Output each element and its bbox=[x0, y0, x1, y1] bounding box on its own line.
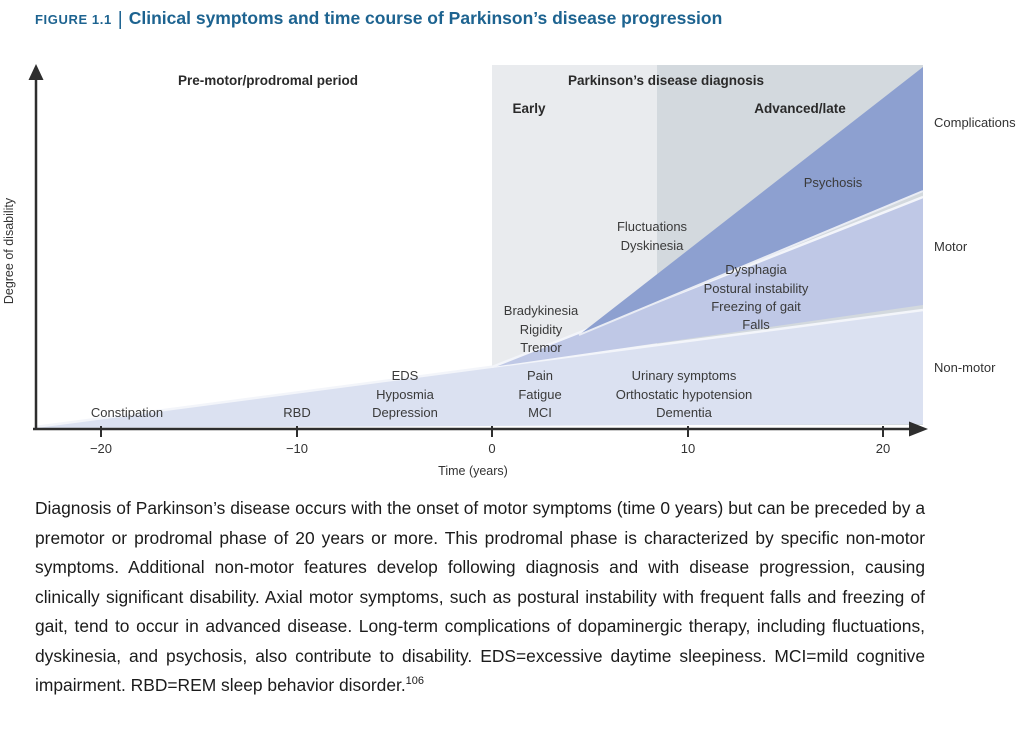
figure-title-separator: | bbox=[117, 9, 123, 30]
x-tick-label: −10 bbox=[286, 441, 308, 456]
symptom-constipation: Constipation bbox=[91, 405, 163, 420]
symptom-fluctuations: Fluctuations bbox=[617, 219, 688, 234]
symptom-fatigue: Fatigue bbox=[518, 387, 561, 402]
complications-wedge bbox=[579, 67, 923, 335]
symptom-dementia: Dementia bbox=[656, 405, 712, 420]
symptom-mci: MCI bbox=[528, 405, 552, 420]
category-label-complications: Complications bbox=[934, 115, 1016, 130]
symptom-bradykinesia: Bradykinesia bbox=[504, 303, 579, 318]
symptom-rigidity: Rigidity bbox=[520, 322, 563, 337]
symptom-eds: EDS bbox=[392, 368, 419, 383]
figure-title: Clinical symptoms and time course of Par… bbox=[128, 8, 723, 28]
symptom-tremor: Tremor bbox=[520, 340, 562, 355]
premotor-period-label: Pre-motor/prodromal period bbox=[178, 73, 358, 88]
symptom-postural-instability: Postural instability bbox=[704, 281, 809, 296]
stage-early-label: Early bbox=[512, 101, 546, 116]
progression-chart: −20 −10 0 10 20 Time (years) Degree of d… bbox=[0, 48, 1024, 488]
symptom-dyskinesia: Dyskinesia bbox=[621, 238, 685, 253]
symptom-hyposmia: Hyposmia bbox=[376, 387, 435, 402]
complications-wedge-edge bbox=[578, 190, 924, 336]
figure-caption: Diagnosis of Parkinson’s disease occurs … bbox=[35, 494, 925, 701]
x-tick-label: 10 bbox=[681, 441, 695, 456]
x-tick-label: 20 bbox=[876, 441, 890, 456]
symptom-freezing-of-gait: Freezing of gait bbox=[711, 299, 801, 314]
symptom-rbd: RBD bbox=[283, 405, 310, 420]
x-axis-title: Time (years) bbox=[438, 464, 508, 478]
category-label-non-motor: Non-motor bbox=[934, 360, 996, 375]
symptom-urinary: Urinary symptoms bbox=[632, 368, 737, 383]
stage-advanced-label: Advanced/late bbox=[754, 101, 846, 116]
x-tick-label: 0 bbox=[488, 441, 495, 456]
symptom-orthostatic: Orthostatic hypotension bbox=[616, 387, 753, 402]
x-axis-arrowhead bbox=[909, 421, 928, 437]
y-axis-title: Degree of disability bbox=[2, 197, 16, 304]
figure-header: FIGURE 1.1 | Clinical symptoms and time co… bbox=[35, 8, 989, 30]
symptom-pain: Pain bbox=[527, 368, 553, 383]
diagnosis-period-label: Parkinson’s disease diagnosis bbox=[568, 73, 764, 88]
symptom-dysphagia: Dysphagia bbox=[725, 262, 787, 277]
chart-canvas: −20 −10 0 10 20 Time (years) Degree of d… bbox=[2, 64, 1016, 478]
symptom-psychosis: Psychosis bbox=[804, 175, 863, 190]
symptom-depression: Depression bbox=[372, 405, 438, 420]
symptom-falls: Falls bbox=[742, 317, 770, 332]
non-motor-wedge-edge bbox=[34, 308, 924, 429]
category-label-motor: Motor bbox=[934, 239, 968, 254]
caption-reference-number: 106 bbox=[405, 675, 425, 688]
y-axis-arrowhead bbox=[28, 64, 44, 80]
caption-text: Diagnosis of Parkinson’s disease occurs … bbox=[35, 498, 925, 695]
figure-number-label: FIGURE 1.1 bbox=[35, 12, 112, 27]
x-tick-label: −20 bbox=[90, 441, 112, 456]
